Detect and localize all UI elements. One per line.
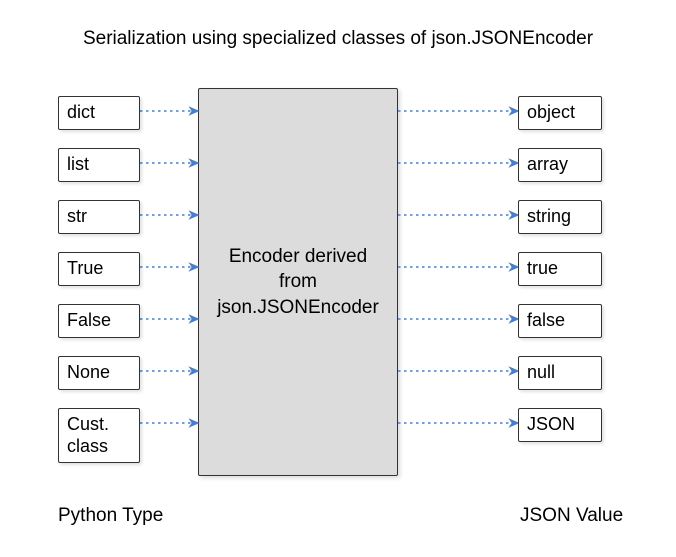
python-type-box: dict	[58, 96, 140, 130]
json-value-box: false	[518, 304, 602, 338]
encoder-line-1: Encoder derived	[229, 244, 367, 270]
python-type-box: None	[58, 356, 140, 390]
python-type-label-text: list	[67, 154, 131, 176]
encoder-box: Encoder derived from json.JSONEncoder	[198, 88, 398, 476]
python-type-box: Cust.class	[58, 408, 140, 463]
python-type-label-text: str	[67, 206, 131, 228]
diagram-title: Serialization using specialized classes …	[0, 28, 676, 50]
python-type-box: False	[58, 304, 140, 338]
json-value-box: true	[518, 252, 602, 286]
encoder-line-3: json.JSONEncoder	[217, 295, 379, 321]
python-type-label-text: class	[67, 436, 131, 458]
python-type-label-text: None	[67, 362, 131, 384]
python-type-box: str	[58, 200, 140, 234]
python-type-box: list	[58, 148, 140, 182]
json-value-box: string	[518, 200, 602, 234]
python-type-label-text: False	[67, 310, 131, 332]
python-type-label-text: Cust.	[67, 414, 131, 436]
json-value-box: object	[518, 96, 602, 130]
json-value-box: array	[518, 148, 602, 182]
json-value-box: JSON	[518, 408, 602, 442]
python-type-box: True	[58, 252, 140, 286]
python-type-label-text: True	[67, 258, 131, 280]
python-type-label: Python Type	[58, 505, 163, 527]
python-type-label-text: dict	[67, 102, 131, 124]
encoder-line-2: from	[279, 269, 317, 295]
json-value-label: JSON Value	[520, 505, 623, 527]
json-value-box: null	[518, 356, 602, 390]
